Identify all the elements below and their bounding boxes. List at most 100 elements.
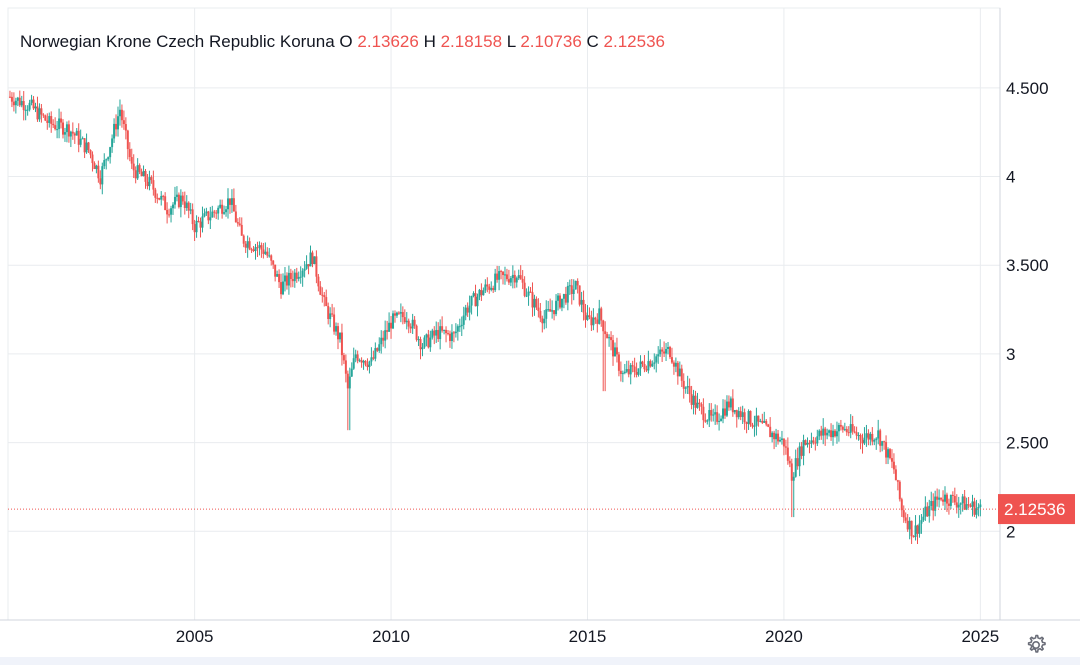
candle-body [309,252,312,267]
candle-body [792,476,795,481]
candle-body [185,202,188,208]
candle-body [181,195,184,202]
y-tick-label: 3 [1006,345,1015,364]
candle-body [678,368,681,377]
candle-body [500,271,503,273]
candle-body [635,372,638,375]
candle-body [727,401,730,408]
candle-body [413,319,416,326]
candle-body [452,332,455,334]
candle-body [126,130,129,150]
candle-body [217,207,220,214]
legend-low-value: 2.10736 [520,32,582,51]
candle-body [843,428,846,430]
legend-high-value: 2.18158 [440,32,503,51]
candle-body [833,430,836,437]
candle-body [800,446,803,456]
candle-body [602,320,605,332]
candle-body [305,264,308,269]
candle-body [67,124,70,137]
candle-body [747,411,750,424]
candle-body [908,520,911,530]
candle-body [934,496,937,511]
candle-body [154,189,157,198]
candle-body [38,108,41,120]
candle-body [894,469,897,481]
candle-body [523,282,526,296]
candle-body [486,284,489,287]
candle-body [753,425,756,427]
candle-body [957,504,960,508]
candle-body [619,370,622,374]
candle-body [166,209,169,215]
candle-body [456,326,459,332]
candle-body [594,317,597,320]
candle-body [555,300,558,315]
candle-body [474,293,477,307]
candle-body [54,125,57,130]
candle-body [961,496,964,504]
candle-body [953,495,956,503]
candle-body [855,432,858,436]
candle-body [152,180,155,190]
legend-high-label: H [423,32,436,51]
ohlc-legend: Norwegian Krone Czech Republic Koruna O … [20,32,665,52]
candle-body [399,312,402,314]
candle-body [898,481,901,500]
candle-body [533,298,536,308]
candle-body [698,402,701,405]
candle-body [315,256,318,277]
candle-body [737,411,740,418]
candle-body [659,349,662,355]
candle-body [576,280,579,286]
candle-body [445,329,448,334]
candle-body [863,437,866,444]
candle-body [115,123,118,130]
candle-body [645,369,648,371]
candle-body [109,147,112,158]
candle-body [447,333,450,335]
candle-body [604,331,607,335]
candle-body [358,360,361,362]
candle-body [441,326,444,331]
candle-body [949,494,952,506]
y-tick-label: 4 [1006,168,1015,187]
candle-body [228,198,231,205]
candle-body [885,442,888,458]
candle-body [600,308,603,321]
candle-body [244,243,247,248]
candle-body [44,115,47,121]
candle-body [52,123,55,126]
candle-body [435,329,438,336]
candle-body [943,494,946,502]
candle-body [816,436,819,444]
candle-body [712,414,715,416]
candle-body [179,195,182,208]
candle-body [293,272,296,282]
candle-body [227,198,230,210]
candle-body [252,249,255,252]
candle-body [472,293,475,297]
candle-body [187,202,190,211]
candle-body [40,108,43,115]
gear-icon[interactable] [1024,633,1048,657]
candle-body [201,216,204,228]
candle-body [818,430,821,437]
candle-body [331,313,334,315]
candle-body [268,255,271,257]
y-tick-label: 3.500 [1006,256,1049,275]
candle-body [796,458,799,467]
candle-body [702,406,705,421]
candle-body [578,285,581,305]
y-tick-label: 2 [1006,522,1015,541]
candle-body [812,440,815,443]
candle-body [932,501,935,511]
candle-body [780,438,783,440]
candle-body [496,273,499,280]
candle-body [492,287,495,291]
candle-body [256,247,259,249]
candle-body [511,274,514,279]
candle-body [832,430,835,438]
candle-body [254,247,257,252]
candle-body [804,440,807,445]
